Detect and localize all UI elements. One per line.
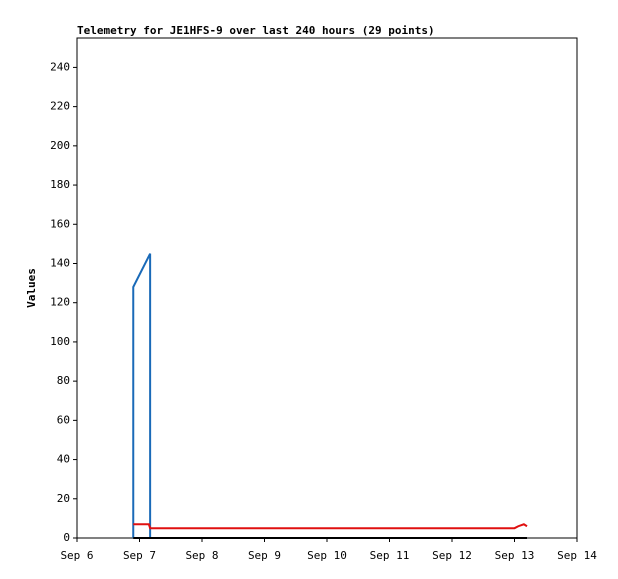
- y-tick-label: 220: [50, 100, 70, 113]
- x-tick-label: Sep 11: [370, 549, 410, 562]
- y-tick-label: 240: [50, 60, 70, 73]
- y-axis-label: Values: [25, 268, 38, 308]
- series-line: [132, 253, 152, 538]
- x-tick-label: Sep 6: [60, 549, 93, 562]
- y-tick-label: 100: [50, 335, 70, 348]
- y-tick-label: 160: [50, 217, 70, 230]
- chart-title: Telemetry for JE1HFS-9 over last 240 hou…: [77, 24, 435, 37]
- y-tick-label: 60: [57, 413, 70, 426]
- plot-frame: [76, 37, 578, 539]
- x-tick-label: Sep 9: [248, 549, 281, 562]
- x-tick-label: Sep 14: [557, 549, 597, 562]
- x-tick-label: Sep 12: [432, 549, 472, 562]
- x-tick-label: Sep 8: [185, 549, 218, 562]
- x-tick-label: Sep 10: [307, 549, 347, 562]
- y-tick-label: 200: [50, 139, 70, 152]
- y-tick-label: 20: [57, 492, 70, 505]
- y-tick-label: 120: [50, 296, 70, 309]
- y-tick-label: 140: [50, 256, 70, 269]
- y-tick-label: 0: [63, 531, 70, 544]
- y-tick-label: 80: [57, 374, 70, 387]
- series-line: [133, 523, 528, 530]
- x-tick-label: Sep 7: [123, 549, 156, 562]
- y-tick-label: 40: [57, 453, 70, 466]
- x-tick-label: Sep 13: [495, 549, 535, 562]
- y-tick-label: 180: [50, 178, 70, 191]
